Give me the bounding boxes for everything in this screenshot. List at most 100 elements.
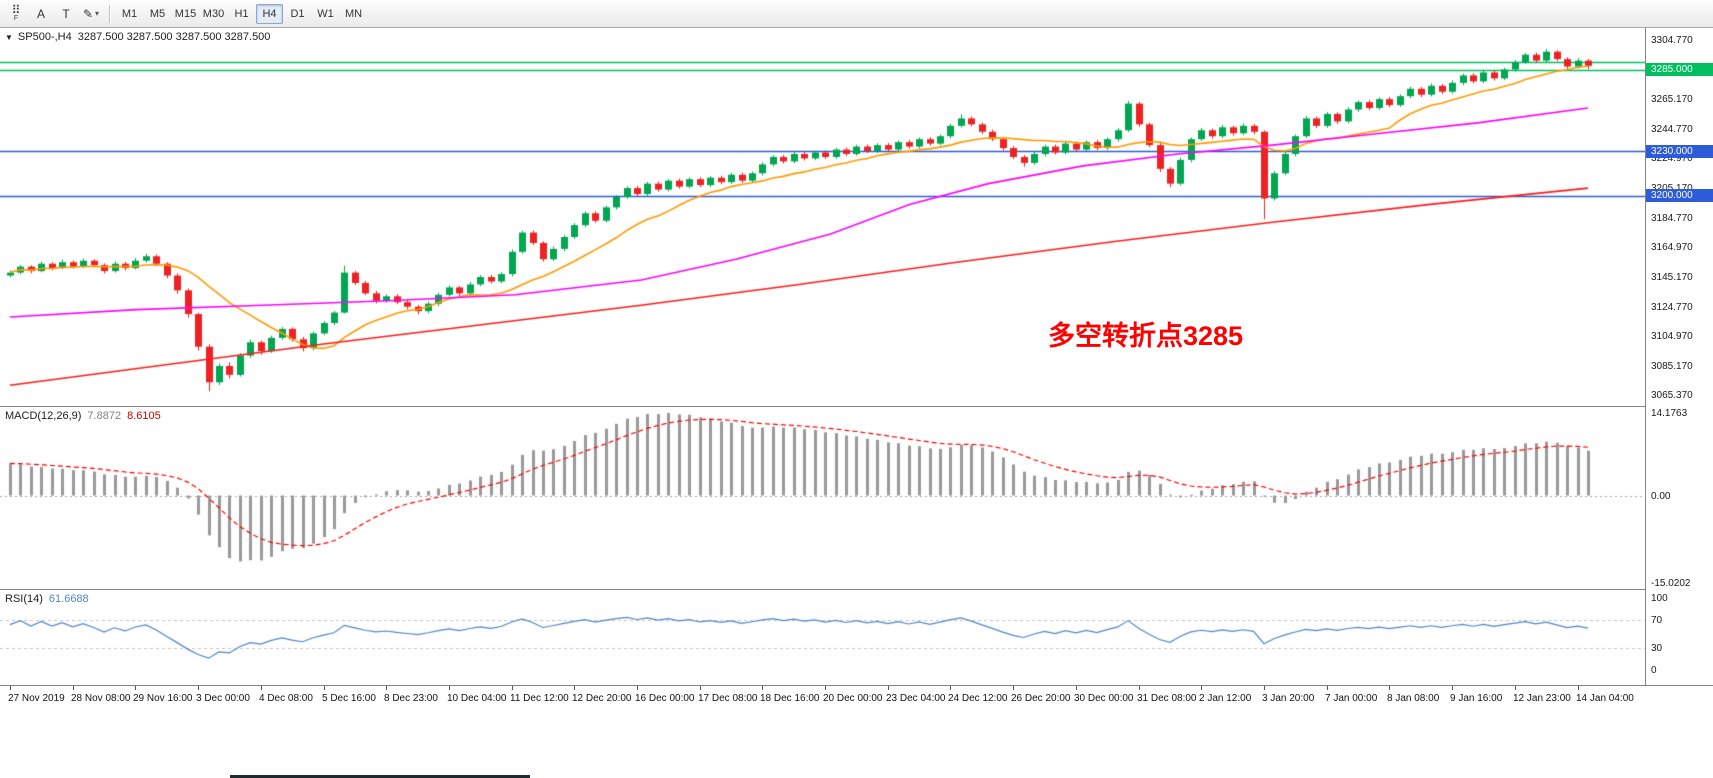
- text-tool-icon: T: [62, 6, 70, 21]
- time-axis-label: 23 Dec 04:00: [886, 693, 946, 704]
- timeframe-m5-button[interactable]: M5: [149, 7, 166, 20]
- time-axis-tick: [1578, 686, 1579, 690]
- chart-expander-icon[interactable]: ▼: [5, 32, 13, 42]
- time-axis-label: 17 Dec 08:00: [698, 693, 758, 704]
- time-axis-tick: [1139, 686, 1140, 690]
- time-axis-label: 29 Nov 16:00: [133, 693, 193, 704]
- rsi-value: 61.6688: [48, 593, 89, 605]
- cursor-a-icon: A: [36, 6, 45, 21]
- rsi-axis-label: 70: [1651, 614, 1663, 626]
- macd-label: MACD(12,26,9): [5, 410, 82, 422]
- timeframe-m15-button[interactable]: M15: [174, 7, 197, 20]
- timeframe-mn-button[interactable]: MN: [344, 7, 363, 20]
- time-axis-tick: [1515, 686, 1516, 690]
- rsi-pane: RSI(14) 61.6688: [0, 590, 1645, 685]
- time-axis-tick: [386, 686, 387, 690]
- main-price-canvas[interactable]: [0, 28, 1645, 406]
- macd-axis-label: -15.0202: [1651, 578, 1691, 589]
- time-axis-tick: [1076, 686, 1077, 690]
- time-axis-tick: [1327, 686, 1328, 690]
- macd-axis-label: 0.00: [1651, 490, 1671, 502]
- draw-tool-icon: ✎: [82, 6, 94, 21]
- time-axis-label: 24 Dec 12:00: [948, 693, 1008, 704]
- time-axis[interactable]: 27 Nov 2019 28 Nov 08:00 29 Nov 16:00 3 Dec…: [0, 685, 1713, 709]
- rsi-axis-label: 100: [1651, 593, 1668, 604]
- macd-value-main: 7.8872: [87, 410, 122, 422]
- price-axis-label: 3104.970: [1651, 331, 1693, 343]
- rsi-label: RSI(14): [5, 593, 43, 605]
- time-axis-tick: [1452, 686, 1453, 690]
- toolbar-tools: ⠿ F A T ✎ ▾: [4, 2, 103, 25]
- timeframe-h4-button[interactable]: H4: [256, 3, 283, 24]
- price-axis-label: 3265.170: [1651, 93, 1693, 105]
- timeframe-group: M1 M5 M15 M30 H1 H4 D1 W1 MN: [116, 3, 367, 24]
- time-axis-label: 7 Jan 00:00: [1325, 693, 1378, 704]
- time-axis-label: 27 Nov 2019: [8, 693, 65, 704]
- time-axis-tick: [198, 686, 199, 690]
- time-axis-label: 16 Dec 00:00: [635, 693, 695, 704]
- price-axis-label: 3085.170: [1651, 360, 1693, 372]
- time-axis-label: 26 Dec 20:00: [1011, 693, 1071, 704]
- rsi-pane-header: RSI(14) 61.6688: [5, 593, 89, 605]
- time-axis-label: 9 Jan 16:00: [1450, 693, 1503, 704]
- time-axis-tick: [1264, 686, 1265, 690]
- price-axis-label: 3184.770: [1651, 213, 1693, 225]
- pane-separator-macd[interactable]: [0, 406, 1713, 407]
- price-axis-label: 3224.970: [1651, 153, 1693, 165]
- macd-pane-header: MACD(12,26,9) 7.8872 8.6105: [5, 410, 161, 422]
- time-axis-label: 5 Dec 16:00: [322, 693, 376, 704]
- time-axis-tick: [637, 686, 638, 690]
- time-axis-label: 8 Jan 08:00: [1387, 693, 1440, 704]
- time-axis-label: 12 Dec 20:00: [572, 693, 632, 704]
- time-axis-tick: [512, 686, 513, 690]
- price-axis-label: 3205.170: [1651, 183, 1693, 194]
- time-axis-label: 20 Dec 00:00: [823, 693, 883, 704]
- time-axis-label: 31 Dec 08:00: [1137, 693, 1197, 704]
- macd-axis-label: 14.1763: [1651, 408, 1688, 419]
- pane-separator-rsi[interactable]: [0, 589, 1713, 590]
- rsi-canvas[interactable]: [0, 590, 1645, 685]
- time-axis-label: 3 Dec 00:00: [196, 693, 250, 704]
- time-axis-tick: [261, 686, 262, 690]
- timeframe-m30-button[interactable]: M30: [202, 7, 225, 20]
- macd-canvas[interactable]: [0, 407, 1645, 589]
- time-axis-tick: [449, 686, 450, 690]
- ohlc-values: 3287.500 3287.500 3287.500 3287.500: [77, 31, 271, 43]
- time-axis-tick: [950, 686, 951, 690]
- time-axis-tick: [1013, 686, 1014, 690]
- chart-grid-button[interactable]: ⠿ F: [4, 2, 28, 25]
- timeframe-h1-button[interactable]: H1: [234, 7, 249, 20]
- draw-tool-button[interactable]: ✎ ▾: [79, 2, 103, 25]
- rsi-axis-label: 0: [1651, 665, 1657, 676]
- main-price-pane: ▼ SP500-,H4 3287.500 3287.500 3287.500 3…: [0, 28, 1645, 406]
- time-axis-tick: [73, 686, 74, 690]
- time-axis-label: 14 Jan 04:00: [1576, 693, 1634, 704]
- price-axis-label: 3124.770: [1651, 302, 1693, 314]
- time-axis-label: 12 Jan 23:00: [1513, 693, 1571, 704]
- time-axis-tick: [700, 686, 701, 690]
- time-axis-label: 30 Dec 00:00: [1074, 693, 1134, 704]
- symbol-period-label: SP500-,H4: [17, 31, 72, 43]
- chart-annotation-text: 多空转折点3285: [1048, 321, 1244, 351]
- time-axis-tick: [888, 686, 889, 690]
- time-axis-label: 8 Dec 23:00: [384, 693, 438, 704]
- chart-grid-icon: ⠿: [11, 2, 21, 17]
- text-tool-button[interactable]: T: [54, 2, 78, 25]
- time-axis-label: 4 Dec 08:00: [259, 693, 313, 704]
- bottom-strip: [230, 775, 530, 778]
- timeframe-d1-button[interactable]: D1: [290, 7, 305, 20]
- toolbar-separator: [109, 4, 110, 23]
- timeframe-m1-button[interactable]: M1: [121, 7, 138, 20]
- time-axis-tick: [825, 686, 826, 690]
- price-axis-label: 3304.770: [1651, 35, 1693, 47]
- cursor-a-button[interactable]: A: [29, 2, 53, 25]
- price-badge: 3200.000: [1646, 189, 1713, 202]
- right-axis[interactable]: 3304.770 3265.170 3244.770 3224.970 3205.170…: [1645, 28, 1713, 685]
- time-axis-tick: [324, 686, 325, 690]
- time-axis-label: 28 Nov 08:00: [71, 693, 131, 704]
- time-axis-label: 18 Dec 16:00: [760, 693, 820, 704]
- price-axis-label: 3065.370: [1651, 390, 1693, 402]
- time-axis-tick: [574, 686, 575, 690]
- chart-grid-sub-label: F: [13, 14, 19, 22]
- timeframe-w1-button[interactable]: W1: [317, 7, 334, 20]
